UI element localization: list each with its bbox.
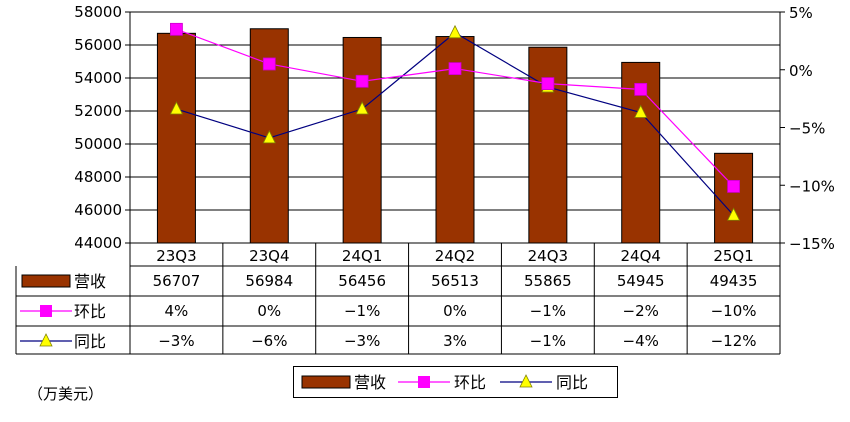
data-label: −2% xyxy=(623,302,659,320)
data-label: 54945 xyxy=(617,272,665,290)
qoq-point xyxy=(541,77,555,91)
data-label: −10% xyxy=(711,302,757,320)
legend-revenue-label: 营收 xyxy=(354,373,386,392)
data-label: 56456 xyxy=(338,272,386,290)
category-label: 23Q3 xyxy=(156,247,196,265)
data-label: 0% xyxy=(443,302,467,320)
yoy-point xyxy=(726,207,741,221)
yoy-point xyxy=(448,24,462,39)
legend-graphics: 营收 环比 同比 xyxy=(301,373,588,392)
yoy-point xyxy=(262,130,276,144)
legend: 营收 环比 同比 xyxy=(293,366,618,398)
data-label: 56984 xyxy=(245,272,293,290)
category-label: 25Q1 xyxy=(713,247,753,265)
legend-qoq-marker xyxy=(418,376,430,388)
category-label: 24Q1 xyxy=(342,247,382,265)
data-label: 4% xyxy=(165,302,189,320)
left-tick-label: 58000 xyxy=(74,3,122,21)
data-label: −1% xyxy=(344,302,380,320)
legend-yoy-label: 同比 xyxy=(556,373,588,392)
revenue-key xyxy=(21,274,71,288)
left-tick-label: 48000 xyxy=(74,168,122,186)
data-label: 55865 xyxy=(524,272,572,290)
qoq-point xyxy=(262,57,276,71)
series-lines xyxy=(169,22,741,221)
row-label-revenue: 营收 xyxy=(74,272,106,291)
qoq-key-marker xyxy=(40,305,52,317)
qoq-point xyxy=(355,74,369,88)
data-label: 56707 xyxy=(153,272,201,290)
left-tick-label: 46000 xyxy=(74,201,122,219)
qoq-point xyxy=(727,180,740,193)
qoq-point xyxy=(448,62,462,75)
data-label: −12% xyxy=(711,332,757,350)
category-label: 24Q3 xyxy=(528,247,568,265)
data-label: 3% xyxy=(443,332,467,350)
left-tick-label: 50000 xyxy=(74,135,122,153)
right-tick-label: −15% xyxy=(789,235,835,253)
category-label: 24Q2 xyxy=(435,247,475,265)
legend-qoq-label: 环比 xyxy=(454,373,486,392)
left-tick-label: 54000 xyxy=(74,69,122,87)
left-tick-label: 52000 xyxy=(74,102,122,120)
qoq-point xyxy=(170,22,183,36)
axes: 44000 46000 48000 50000 52000 54000 56000 58000… xyxy=(74,3,835,253)
row-label-yoy: 同比 xyxy=(74,332,106,351)
data-label: −6% xyxy=(251,332,287,350)
data-label: −1% xyxy=(530,332,566,350)
data-table: 23Q3 23Q4 24Q1 24Q2 24Q3 24Q4 25Q1 56707 56984 56… xyxy=(15,242,781,355)
yoy-point xyxy=(355,101,369,115)
data-label: 56513 xyxy=(431,272,479,290)
revenue-bars xyxy=(156,28,754,244)
right-tick-label: −5% xyxy=(789,120,825,138)
yoy-point xyxy=(634,104,648,118)
qoq-point xyxy=(634,82,648,96)
right-tick-label: −10% xyxy=(789,177,835,195)
legend-yoy-marker xyxy=(519,374,533,388)
right-tick-label: 0% xyxy=(789,62,813,80)
right-tick-label: 5% xyxy=(789,4,813,22)
left-tick-label: 44000 xyxy=(74,234,122,252)
legend-revenue-key xyxy=(301,375,351,389)
yoy-key-marker xyxy=(39,333,53,347)
category-label: 23Q4 xyxy=(249,247,289,265)
left-tick-label: 56000 xyxy=(74,36,122,54)
bar-24Q1 xyxy=(342,36,382,244)
data-label: −3% xyxy=(158,332,194,350)
unit-label: （万美元） xyxy=(28,385,104,403)
data-label: 49435 xyxy=(710,272,758,290)
row-label-qoq: 环比 xyxy=(74,302,106,321)
category-label: 24Q4 xyxy=(620,247,660,265)
data-label: −1% xyxy=(530,302,566,320)
bar-24Q3 xyxy=(528,46,568,244)
data-label: −3% xyxy=(344,332,380,350)
data-label: 0% xyxy=(257,302,281,320)
data-label: −4% xyxy=(623,332,659,350)
bar-25Q1 xyxy=(714,152,754,244)
bar-23Q3 xyxy=(156,32,196,244)
yoy-point xyxy=(169,101,184,115)
